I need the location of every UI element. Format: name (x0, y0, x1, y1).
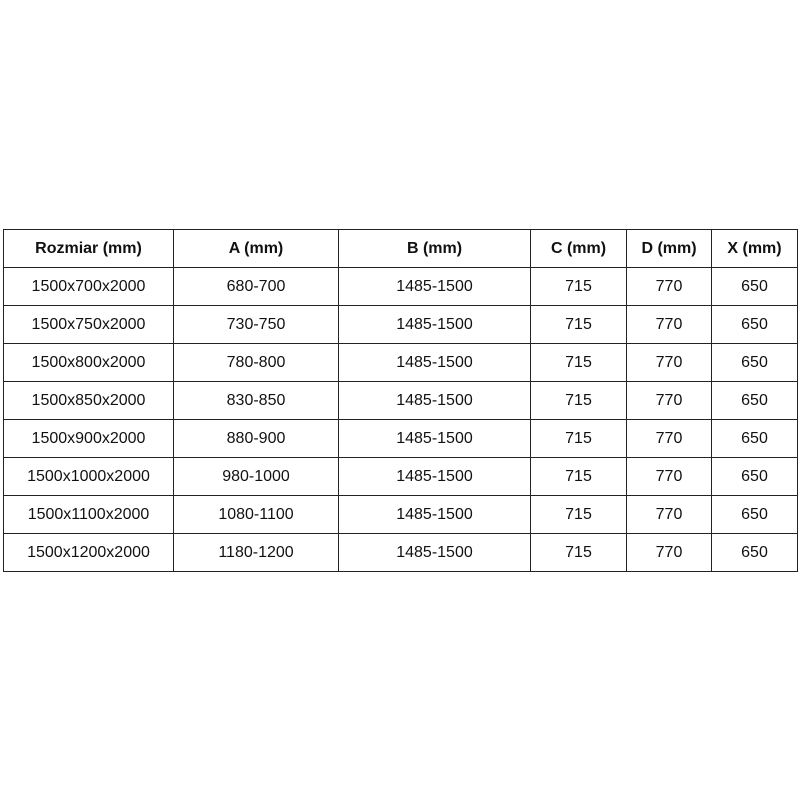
table-row: 1500x800x2000 780-800 1485-1500 715 770 650 (3, 343, 798, 382)
table-row: 1500x750x2000 730-750 1485-1500 715 770 650 (3, 305, 798, 344)
table-cell: 1485-1500 (338, 533, 531, 572)
table-cell: 715 (530, 533, 627, 572)
table-cell: 650 (711, 457, 798, 496)
table-cell: 650 (711, 343, 798, 382)
table-cell: 1500x700x2000 (3, 267, 174, 306)
table-cell: 1485-1500 (338, 343, 531, 382)
table-cell: 715 (530, 305, 627, 344)
table-cell: 715 (530, 419, 627, 458)
table-cell: 650 (711, 419, 798, 458)
table-cell: 715 (530, 495, 627, 534)
table-cell: 830-850 (173, 381, 339, 420)
dimensions-table: Rozmiar (mm) A (mm) B (mm) C (mm) D (mm) X (m… (3, 229, 798, 572)
column-header: B (mm) (338, 229, 531, 268)
table-cell: 730-750 (173, 305, 339, 344)
table-cell: 715 (530, 267, 627, 306)
table-cell: 1500x900x2000 (3, 419, 174, 458)
table-cell: 715 (530, 457, 627, 496)
table-cell: 770 (626, 419, 712, 458)
column-header: Rozmiar (mm) (3, 229, 174, 268)
table-cell: 715 (530, 381, 627, 420)
table-cell: 1485-1500 (338, 495, 531, 534)
table-cell: 1500x800x2000 (3, 343, 174, 382)
table-row: 1500x850x2000 830-850 1485-1500 715 770 650 (3, 381, 798, 420)
column-header: D (mm) (626, 229, 712, 268)
table-cell: 1485-1500 (338, 457, 531, 496)
table-cell: 770 (626, 267, 712, 306)
table-cell: 1500x750x2000 (3, 305, 174, 344)
table-cell: 650 (711, 267, 798, 306)
table-cell: 770 (626, 457, 712, 496)
table-cell: 780-800 (173, 343, 339, 382)
table-cell: 770 (626, 343, 712, 382)
table-cell: 880-900 (173, 419, 339, 458)
table-row: 1500x1200x2000 1180-1200 1485-1500 715 770 65… (3, 533, 798, 572)
table-row: 1500x1100x2000 1080-1100 1485-1500 715 770 65… (3, 495, 798, 534)
table-cell: 980-1000 (173, 457, 339, 496)
table-cell: 1500x1100x2000 (3, 495, 174, 534)
table-cell: 650 (711, 381, 798, 420)
column-header: A (mm) (173, 229, 339, 268)
table-cell: 1500x850x2000 (3, 381, 174, 420)
table-cell: 1485-1500 (338, 267, 531, 306)
table-cell: 770 (626, 305, 712, 344)
table-row: 1500x1000x2000 980-1000 1485-1500 715 770 650 (3, 457, 798, 496)
header-row: Rozmiar (mm) A (mm) B (mm) C (mm) D (mm) X (m… (3, 229, 798, 268)
table-cell: 1180-1200 (173, 533, 339, 572)
table-cell: 1485-1500 (338, 305, 531, 344)
column-header: X (mm) (711, 229, 798, 268)
table-cell: 770 (626, 533, 712, 572)
table-cell: 650 (711, 305, 798, 344)
table-cell: 770 (626, 495, 712, 534)
column-header: C (mm) (530, 229, 627, 268)
table-cell: 680-700 (173, 267, 339, 306)
table-cell: 1485-1500 (338, 419, 531, 458)
table-cell: 715 (530, 343, 627, 382)
table-cell: 650 (711, 495, 798, 534)
table-row: 1500x700x2000 680-700 1485-1500 715 770 650 (3, 267, 798, 306)
table-cell: 1500x1000x2000 (3, 457, 174, 496)
table-cell: 650 (711, 533, 798, 572)
table-row: 1500x900x2000 880-900 1485-1500 715 770 650 (3, 419, 798, 458)
table-cell: 1080-1100 (173, 495, 339, 534)
table-cell: 1485-1500 (338, 381, 531, 420)
table-cell: 770 (626, 381, 712, 420)
table-cell: 1500x1200x2000 (3, 533, 174, 572)
